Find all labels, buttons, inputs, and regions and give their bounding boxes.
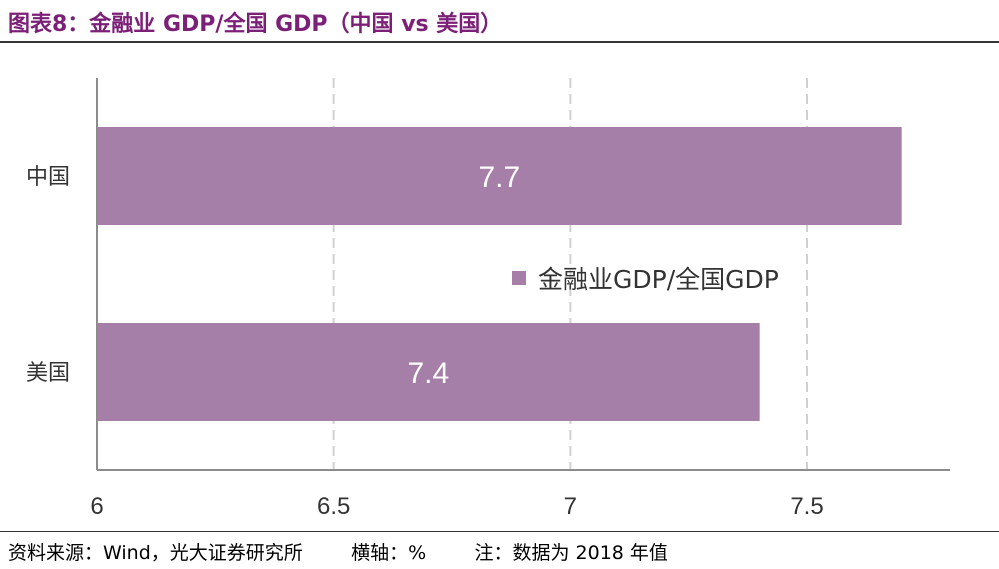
x-tick-label-2: 7 [564,493,577,520]
figure-title: 图表8：金融业 GDP/全国 GDP（中国 vs 美国） [8,12,503,37]
data-label-1: 7.4 [407,357,449,390]
x-tick-label-3: 7.5 [790,493,823,520]
title-divider [0,41,999,43]
labels: 7.7 中国 7.4 美国 [26,161,520,390]
bars [97,127,902,421]
bar-1 [97,323,760,421]
category-label-1: 美国 [26,361,70,386]
x-tick-label-1: 6.5 [317,493,350,520]
data-note: 注：数据为 2018 年值 [474,542,668,564]
category-label-0: 中国 [26,165,70,190]
data-label-0: 7.7 [478,161,520,194]
footer: 资料来源：Wind，光大证券研究所 横轴：% 注：数据为 2018 年值 [8,538,668,565]
footer-divider [0,531,999,532]
legend-label: 金融业GDP/全国GDP [538,265,779,294]
axes: 6 6.5 7 7.5 [90,78,950,520]
bar-0 [97,127,902,225]
legend-swatch [512,271,526,285]
legend: 金融业GDP/全国GDP [512,265,779,294]
unit-note: 横轴：% [351,542,427,564]
x-tick-label-0: 6 [90,493,103,520]
source-note: 资料来源：Wind，光大证券研究所 [8,542,303,564]
